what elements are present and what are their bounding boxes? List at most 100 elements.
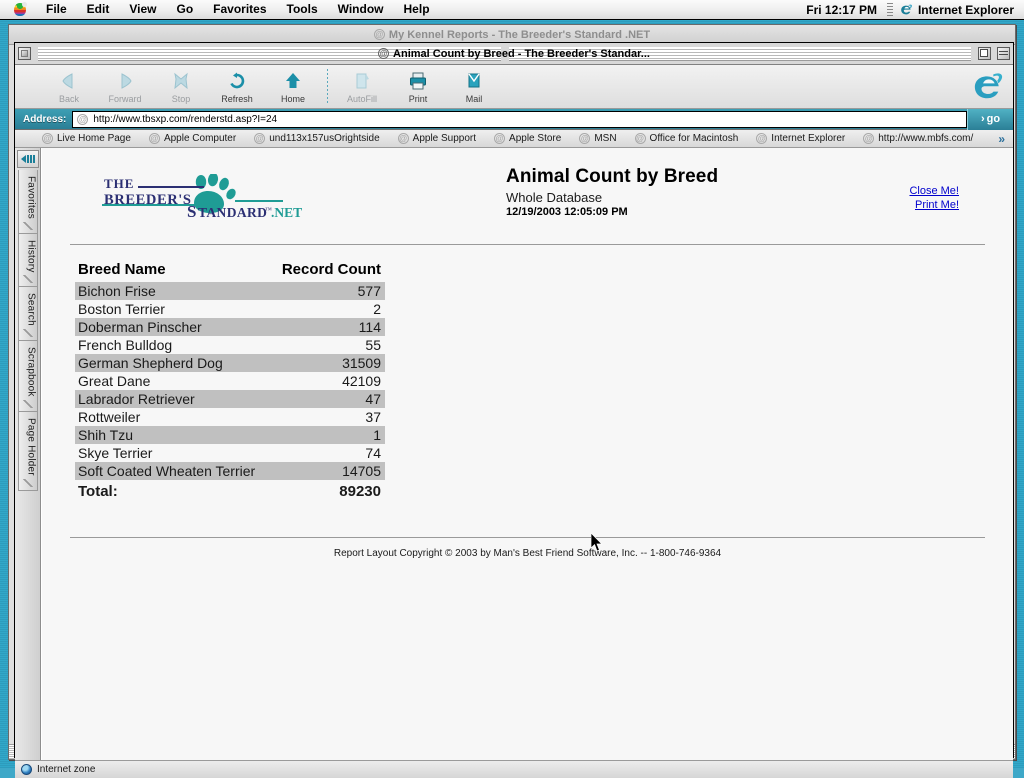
total-value: 89230 — [277, 480, 385, 501]
cell-breed-name: Doberman Pinscher — [75, 318, 277, 336]
mail-button[interactable]: Mail — [446, 67, 502, 104]
autofill-button[interactable]: AutoFill — [334, 67, 390, 104]
mouse-cursor — [591, 533, 603, 552]
animal-count-table: Breed Name Record Count Bichon Frise 577… — [75, 259, 385, 501]
menu-edit[interactable]: Edit — [77, 0, 120, 19]
mail-button-label: Mail — [446, 94, 502, 104]
favorite-apple-support[interactable]: @ Apple Support — [389, 133, 485, 144]
toolbar-divider — [327, 69, 328, 103]
cell-record-count: 37 — [277, 408, 385, 426]
go-button[interactable]: › go — [967, 109, 1013, 130]
sidebar-tab-page-holder[interactable]: Page Holder — [18, 412, 38, 491]
table-row: German Shepherd Dog 31509 — [75, 354, 385, 372]
home-button[interactable]: Home — [265, 67, 321, 104]
table-total-row: Total: 89230 — [75, 480, 385, 501]
application-menu[interactable]: Internet Explorer — [897, 3, 1024, 17]
favorite-internet-explorer[interactable]: @ Internet Explorer — [747, 133, 854, 144]
column-header-breed-name[interactable]: Breed Name — [75, 259, 277, 282]
table-row: Skye Terrier 74 — [75, 444, 385, 462]
autofill-button-label: AutoFill — [334, 94, 390, 104]
menu-tools[interactable]: Tools — [277, 0, 328, 19]
column-header-record-count[interactable]: Record Count — [277, 259, 385, 282]
page-title: Animal Count by Breed — [506, 166, 718, 188]
favorite-apple-store[interactable]: @ Apple Store — [485, 133, 570, 144]
at-sign-icon: @ — [374, 29, 385, 40]
cell-record-count: 1 — [277, 426, 385, 444]
zoom-box[interactable] — [978, 47, 991, 60]
menu-favorites[interactable]: Favorites — [203, 0, 276, 19]
favorite-label: Internet Explorer — [771, 133, 845, 144]
favorite-label: Live Home Page — [57, 133, 131, 144]
menu-view[interactable]: View — [119, 0, 166, 19]
menu-window[interactable]: Window — [328, 0, 394, 19]
menu-bar-clock[interactable]: Fri 12:17 PM — [800, 3, 883, 17]
print-button[interactable]: Print — [390, 67, 446, 104]
apple-menu[interactable] — [0, 3, 36, 16]
browser-title-bar[interactable]: @ Animal Count by Breed - The Breeder's … — [15, 43, 1013, 65]
favorite-mbfs[interactable]: @ http://www.mbfs.com/ — [854, 133, 982, 144]
sidebar-tab-scrapbook[interactable]: Scrapbook — [18, 341, 38, 412]
table-row: French Bulldog 55 — [75, 336, 385, 354]
favorite-label: MSN — [594, 133, 616, 144]
close-box[interactable] — [18, 47, 31, 60]
menu-file[interactable]: File — [36, 0, 77, 19]
favorite-label: Apple Computer — [164, 133, 236, 144]
menu-help[interactable]: Help — [394, 0, 440, 19]
favorites-bar: @ Live Home Page @ Apple Computer @ und1… — [15, 130, 1013, 148]
favorite-label: http://www.mbfs.com/ — [878, 133, 973, 144]
autofill-icon — [334, 69, 390, 93]
favorite-msn[interactable]: @ MSN — [570, 133, 625, 144]
at-sign-icon: @ — [398, 133, 409, 144]
mac-menu-bar: File Edit View Go Favorites Tools Window… — [0, 0, 1024, 20]
breeders-standard-logo: THE BREEDER'S S TANDARD ™ .NET — [102, 174, 312, 222]
at-sign-icon: @ — [635, 133, 646, 144]
title-bar-stripes-left — [38, 47, 501, 61]
cell-breed-name: Boston Terrier — [75, 300, 277, 318]
sidebar-toggle-icon[interactable] — [17, 150, 39, 168]
collapse-box[interactable] — [997, 47, 1010, 60]
cell-record-count: 42109 — [277, 372, 385, 390]
internet-explorer-icon[interactable] — [969, 69, 1005, 105]
address-bar-label: Address: — [19, 114, 72, 125]
report-subtitle: Whole Database — [506, 190, 718, 205]
at-sign-icon: @ — [42, 133, 53, 144]
favorite-apple-computer[interactable]: @ Apple Computer — [140, 133, 245, 144]
cell-breed-name: Shih Tzu — [75, 426, 277, 444]
browser-window[interactable]: @ Animal Count by Breed - The Breeder's … — [14, 42, 1014, 758]
forward-button[interactable]: Forward — [97, 67, 153, 104]
favorite-live-home-page[interactable]: @ Live Home Page — [33, 133, 140, 144]
address-bar: Address: @ http://www.tbsxp.com/renderst… — [15, 109, 1013, 130]
stop-button[interactable]: Stop — [153, 67, 209, 104]
at-sign-icon: @ — [863, 133, 874, 144]
address-input[interactable]: @ http://www.tbsxp.com/renderstd.asp?I=2… — [72, 111, 967, 128]
cell-record-count: 74 — [277, 444, 385, 462]
mail-icon — [446, 69, 502, 93]
total-label: Total: — [75, 480, 277, 501]
print-me-link[interactable]: Print Me! — [909, 198, 959, 212]
refresh-button[interactable]: Refresh — [209, 67, 265, 104]
back-button-label: Back — [41, 94, 97, 104]
printer-icon — [390, 69, 446, 93]
svg-text:S: S — [187, 202, 196, 221]
report-timestamp: 12/19/2003 12:05:09 PM — [506, 206, 718, 218]
favorite-label: Office for Macintosh — [650, 133, 739, 144]
back-button[interactable]: Back — [41, 67, 97, 104]
go-button-label: go — [987, 113, 1000, 125]
close-me-link[interactable]: Close Me! — [909, 184, 959, 198]
svg-text:TANDARD: TANDARD — [198, 205, 267, 220]
at-sign-icon: @ — [756, 133, 767, 144]
at-sign-icon: @ — [77, 114, 88, 125]
refresh-button-label: Refresh — [209, 94, 265, 104]
menu-go[interactable]: Go — [166, 0, 203, 19]
table-row: Rottweiler 37 — [75, 408, 385, 426]
sidebar-tab-search[interactable]: Search — [18, 287, 38, 341]
cell-breed-name: German Shepherd Dog — [75, 354, 277, 372]
favorite-office-for-macintosh[interactable]: @ Office for Macintosh — [626, 133, 748, 144]
favorites-overflow-icon[interactable]: » — [990, 132, 1013, 146]
favorite-und113x157usorightside[interactable]: @ und113x157usOrightside — [245, 133, 388, 144]
sidebar-tab-history[interactable]: History — [18, 234, 38, 288]
sidebar-tab-favorites[interactable]: Favorites — [18, 170, 38, 234]
cell-record-count: 31509 — [277, 354, 385, 372]
table-row: Bichon Frise 577 — [75, 282, 385, 300]
home-icon — [265, 69, 321, 93]
